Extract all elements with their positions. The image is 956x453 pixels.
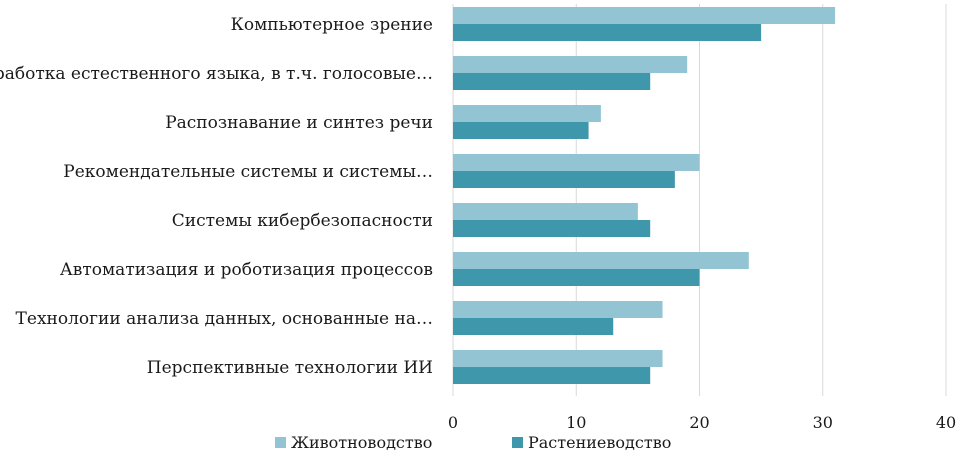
x-tick-labels: 0 10 20 30 40 <box>448 413 956 432</box>
bar-crop <box>453 122 589 139</box>
bar-livestock <box>453 7 836 24</box>
x-tick-label: 0 <box>448 413 458 432</box>
legend-swatch <box>275 437 286 448</box>
category-label: Технологии анализа данных, основанные на… <box>16 309 433 329</box>
x-tick-label: 40 <box>936 413 956 432</box>
bar-crop <box>453 220 651 237</box>
bar-crop <box>453 24 762 41</box>
x-tick-label: 10 <box>566 413 586 432</box>
category-label: Перспективные технологии ИИ <box>147 358 433 378</box>
legend: Животноводство Растениеводство <box>275 433 671 452</box>
bars <box>453 7 836 384</box>
bar-livestock <box>453 56 688 73</box>
legend-swatch <box>512 437 523 448</box>
bar-crop <box>453 171 675 188</box>
bar-crop <box>453 318 614 335</box>
legend-label: Растениеводство <box>528 433 671 452</box>
bar-livestock <box>453 154 700 171</box>
legend-label: Животноводство <box>291 433 432 452</box>
category-label: Системы кибербезопасности <box>172 211 433 231</box>
bar-crop <box>453 269 700 286</box>
category-label: Автоматизация и роботизация процессов <box>60 260 433 280</box>
bar-livestock <box>453 301 663 318</box>
bar-crop <box>453 73 651 90</box>
x-tick-label: 30 <box>813 413 833 432</box>
category-labels: Компьютерное зрение Обработка естественно… <box>0 15 433 378</box>
category-label: Распознавание и синтез речи <box>165 113 433 133</box>
bar-livestock <box>453 105 601 122</box>
category-label: Обработка естественного языка, в т.ч. го… <box>0 64 433 84</box>
category-label: Компьютерное зрение <box>231 15 433 35</box>
bar-livestock <box>453 350 663 367</box>
bar-livestock <box>453 203 638 220</box>
bar-crop <box>453 367 651 384</box>
bar-livestock <box>453 252 749 269</box>
x-tick-label: 20 <box>689 413 709 432</box>
category-label: Рекомендательные системы и системы… <box>63 162 433 182</box>
